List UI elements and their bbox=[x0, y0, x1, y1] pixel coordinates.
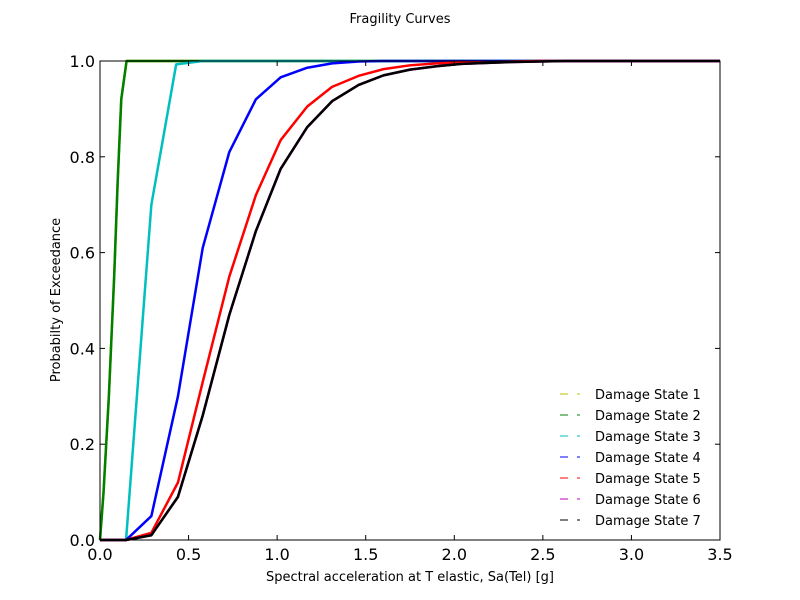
x-tick-label: 2.0 bbox=[442, 545, 467, 564]
y-tick-label: 1.0 bbox=[70, 52, 95, 71]
y-tick-label: 0.4 bbox=[70, 339, 95, 358]
x-tick-label: 0.0 bbox=[87, 545, 112, 564]
series-line-7 bbox=[100, 59, 720, 542]
x-tick-label: 3.5 bbox=[707, 545, 732, 564]
legend-label: Damage State 5 bbox=[595, 472, 701, 487]
legend-label: Damage State 6 bbox=[595, 493, 701, 508]
legend-label: Damage State 4 bbox=[595, 451, 701, 466]
legend-entry: Damage State 5 bbox=[560, 472, 701, 487]
series-layer bbox=[98, 59, 720, 542]
y-tick-label: 0.2 bbox=[70, 435, 95, 454]
legend-entry: Damage State 1 bbox=[560, 388, 701, 403]
x-tick-label: 2.5 bbox=[530, 545, 555, 564]
legend-entry: Damage State 4 bbox=[560, 451, 701, 466]
plot-frame bbox=[99, 60, 721, 541]
y-axis-label: Probabilty of Exceedance bbox=[49, 218, 64, 382]
legend-entry: Damage State 7 bbox=[560, 514, 701, 529]
x-tick-label: 1.5 bbox=[353, 545, 378, 564]
y-tick-label: 0.8 bbox=[70, 148, 95, 167]
legend-entry: Damage State 6 bbox=[560, 493, 701, 508]
y-tick-label: 0.0 bbox=[70, 531, 95, 550]
legend: Damage State 1 Damage State 2 Damage State… bbox=[560, 388, 701, 529]
ticks-layer: 0.0 0.5 1.0 1.5 2.0 2.5 3.0 3.5 0.0 0.2 0.4 0.6 0.8 1… bbox=[70, 52, 733, 564]
x-tick-label: 0.5 bbox=[176, 545, 201, 564]
x-axis-label: Spectral acceleration at T elastic, Sa(T… bbox=[266, 570, 554, 585]
x-tick-label: 1.0 bbox=[264, 545, 289, 564]
series-line-4 bbox=[100, 59, 720, 542]
legend-entry: Damage State 3 bbox=[560, 430, 701, 445]
y-tick-label: 0.6 bbox=[70, 244, 95, 263]
legend-label: Damage State 3 bbox=[595, 430, 701, 445]
chart-title: Fragility Curves bbox=[350, 12, 451, 27]
legend-label: Damage State 2 bbox=[595, 409, 701, 424]
legend-label: Damage State 7 bbox=[595, 514, 701, 529]
legend-label: Damage State 1 bbox=[595, 388, 701, 403]
x-tick-label: 3.0 bbox=[619, 545, 644, 564]
legend-entry: Damage State 2 bbox=[560, 409, 701, 424]
